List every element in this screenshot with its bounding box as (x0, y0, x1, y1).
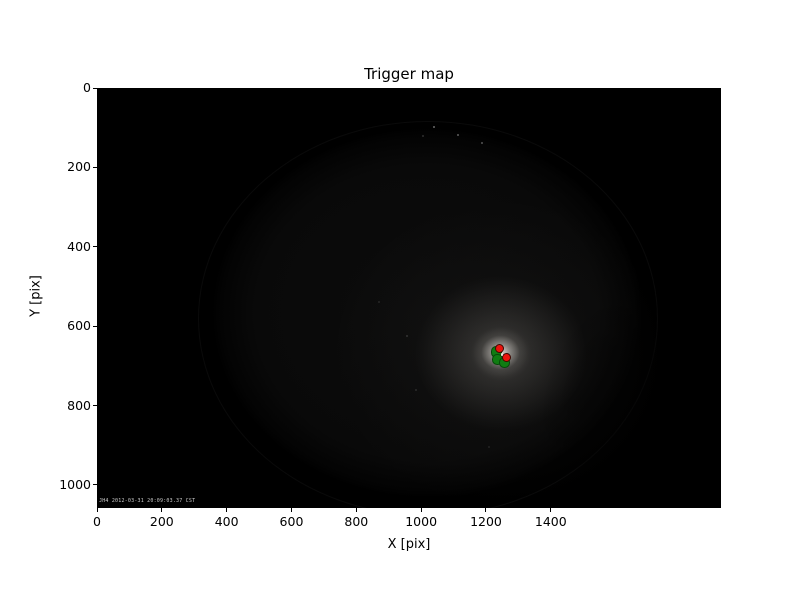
x-tick-label: 600 (279, 514, 304, 529)
trigger-marker-red (494, 344, 504, 354)
x-axis-label: X [pix] (387, 537, 431, 552)
x-tick-label: 1400 (534, 514, 567, 529)
y-tick-label: 600 (67, 318, 91, 334)
y-tick-label: 0 (83, 80, 91, 95)
y-axis-label: Y [pix] (28, 275, 44, 317)
x-tick-mark (96, 508, 98, 512)
x-tick-label: 400 (214, 514, 239, 529)
y-tick-label: 200 (67, 159, 91, 175)
chart-title: Trigger map (364, 65, 454, 83)
y-tick-mark (93, 87, 97, 89)
y-tick-mark (93, 484, 97, 486)
star-speck (480, 142, 483, 145)
y-tick-label: 800 (67, 397, 91, 413)
y-tick-mark (93, 405, 97, 407)
y-tick-mark (93, 166, 97, 168)
x-tick-mark (290, 508, 292, 512)
x-tick-label: 1200 (470, 514, 502, 529)
star-speck (405, 335, 408, 338)
x-tick-mark (355, 508, 357, 512)
y-tick-label: 400 (67, 238, 91, 254)
star-speck (456, 133, 459, 136)
y-tick-label: 1000 (59, 476, 91, 492)
x-tick-mark (485, 508, 487, 512)
x-tick-label: 1000 (405, 514, 438, 529)
star-speck (421, 135, 424, 138)
x-tick-label: 800 (344, 514, 369, 529)
trigger-marker-red (502, 352, 512, 363)
y-tick-mark (93, 325, 97, 327)
x-tick-mark (550, 508, 552, 512)
star-speck (415, 388, 418, 391)
star-speck (432, 125, 435, 128)
fisheye-outer-ring (198, 120, 658, 508)
x-tick-label: 0 (93, 514, 101, 529)
centroid-dot (500, 353, 504, 356)
star-speck (378, 301, 380, 304)
x-tick-mark (161, 508, 163, 512)
x-tick-label: 200 (149, 514, 174, 529)
x-tick-mark (226, 508, 228, 512)
star-speck (488, 446, 491, 449)
y-tick-mark (93, 246, 97, 248)
plot-area: JH4 2012-03-31 20:09:03.37 CST (97, 88, 721, 508)
x-tick-mark (420, 508, 422, 512)
timestamp-watermark: JH4 2012-03-31 20:09:03.37 CST (99, 498, 196, 504)
